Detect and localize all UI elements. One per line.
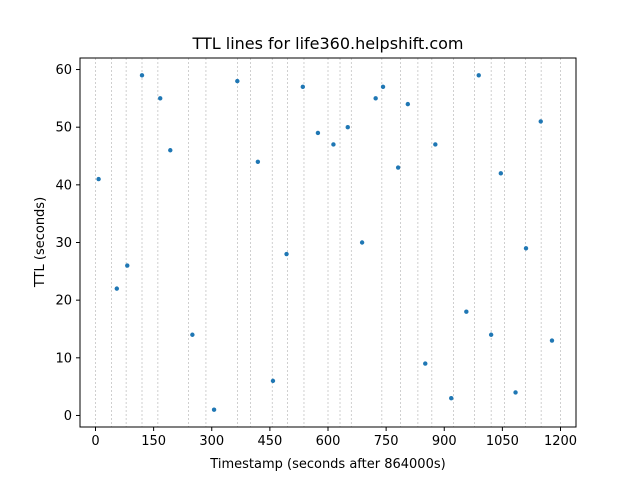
y-tick-label: 20 — [55, 294, 72, 309]
data-point — [538, 119, 543, 124]
data-point — [476, 73, 481, 78]
y-tick-label: 30 — [55, 236, 72, 251]
data-point — [158, 96, 163, 101]
data-point — [498, 171, 504, 176]
data-point — [433, 142, 438, 147]
data-point — [270, 378, 276, 384]
data-point — [523, 246, 529, 251]
data-point — [345, 124, 350, 130]
data-point — [380, 84, 386, 90]
chart-title: TTL lines for life360.helpshift.com — [191, 34, 463, 53]
grid-layer — [95, 58, 561, 427]
data-point — [315, 130, 321, 136]
data-point — [449, 395, 454, 401]
y-axis-ticks: 0 10 20 30 40 50 60 — [55, 63, 80, 424]
data-point — [284, 251, 289, 257]
y-tick-label: 10 — [55, 351, 72, 366]
x-tick-label: 1050 — [486, 434, 519, 449]
x-axis-label: Timestamp (seconds after 864000s) — [209, 457, 445, 472]
y-tick-label: 0 — [64, 409, 72, 424]
x-tick-label: 900 — [432, 434, 457, 449]
data-point — [331, 142, 336, 147]
y-tick-label: 40 — [55, 178, 72, 193]
data-point — [235, 78, 240, 84]
data-point — [96, 176, 101, 182]
x-tick-label: 600 — [316, 434, 341, 449]
data-point — [211, 407, 217, 412]
data-point — [549, 338, 555, 343]
x-tick-label: 1200 — [544, 434, 577, 449]
x-tick-label: 450 — [257, 434, 282, 449]
x-tick-label: 0 — [91, 434, 99, 449]
data-point — [373, 96, 378, 101]
data-point — [190, 332, 195, 337]
data-point — [423, 361, 428, 366]
data-point — [114, 286, 120, 291]
y-tick-label: 60 — [55, 63, 72, 78]
data-point — [464, 309, 469, 314]
data-point — [139, 73, 145, 78]
data-point — [125, 263, 130, 268]
x-tick-label: 300 — [199, 434, 224, 449]
data-point — [395, 165, 401, 170]
data-point — [488, 332, 494, 337]
data-point — [300, 84, 306, 90]
x-axis-ticks: 0 150 300 450 600 750 900 1050 1200 — [91, 427, 577, 449]
x-tick-label: 150 — [141, 434, 166, 449]
y-tick-label: 50 — [55, 121, 72, 136]
x-tick-label: 750 — [374, 434, 399, 449]
points-layer — [96, 73, 555, 412]
data-point — [405, 101, 411, 107]
data-point — [255, 159, 261, 164]
data-point — [359, 240, 365, 245]
data-point — [513, 390, 518, 395]
data-point — [168, 148, 173, 153]
y-axis-label: TTL (seconds) — [33, 197, 48, 288]
